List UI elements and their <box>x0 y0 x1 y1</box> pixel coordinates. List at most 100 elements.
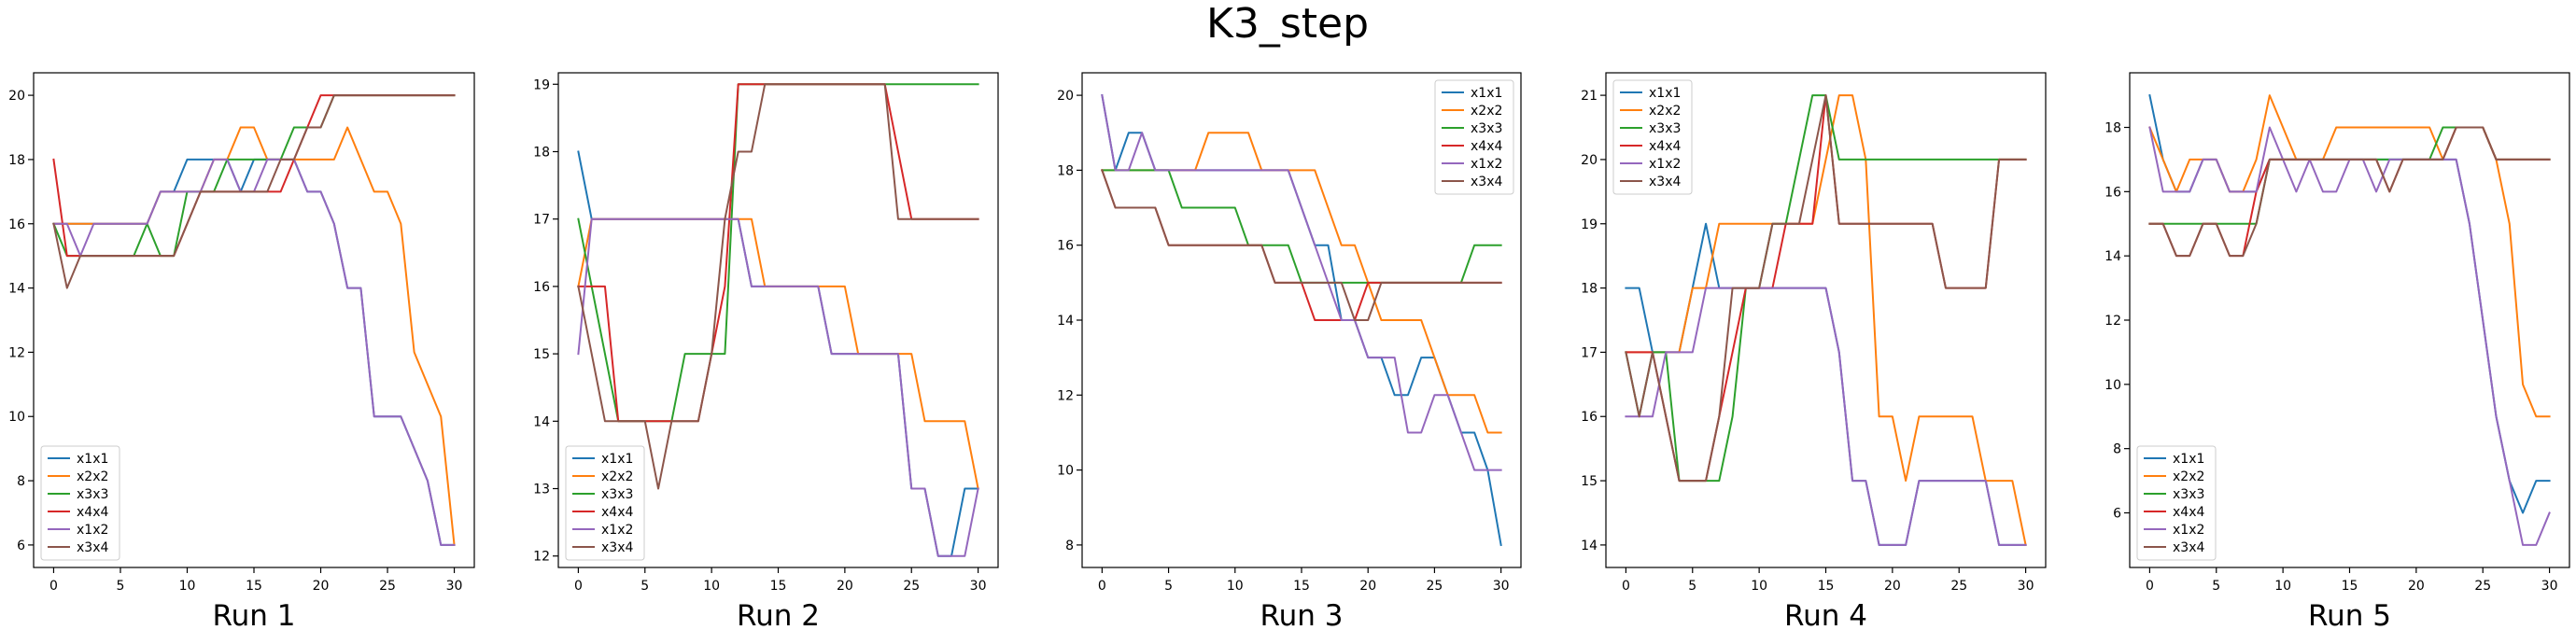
y-tick-label: 10 <box>1057 464 1074 479</box>
legend-label-x3x4: x3x4 <box>2173 540 2204 555</box>
y-tick-label: 18 <box>533 145 550 160</box>
legend-label-x1x2: x1x2 <box>1471 157 1502 172</box>
chart-run-3: 0 5 10 15 20 25 30 8 10 12 14 16 18 20 Run 3 x1x1 x2x2 x3… <box>1057 72 1522 630</box>
legend-frame <box>1434 79 1514 195</box>
series-line-x3x4 <box>1625 94 2027 483</box>
x-tick-label: 0 <box>2146 579 2154 594</box>
legend-label-x3x3: x3x3 <box>1649 121 1681 136</box>
x-tick-label: 0 <box>1098 579 1106 594</box>
series-line-x2x2 <box>1625 94 2027 547</box>
legend-label-x3x3: x3x3 <box>1471 121 1502 136</box>
series-line-x1x2 <box>577 217 979 557</box>
y-tick-label: 14 <box>8 282 25 297</box>
y-tick-label: 16 <box>1057 239 1074 254</box>
y-tick-label: 10 <box>2104 378 2121 393</box>
legend-label-x1x2: x1x2 <box>1649 157 1681 172</box>
legend-label-x2x2: x2x2 <box>601 469 633 484</box>
y-tick-label: 15 <box>1581 474 1598 489</box>
y-tick-label: 18 <box>1057 163 1074 178</box>
legend-label-x3x4: x3x4 <box>1649 175 1681 189</box>
y-tick-label: 6 <box>2113 506 2121 521</box>
legend-label-x2x2: x2x2 <box>77 469 108 484</box>
legend-label-x1x1: x1x1 <box>2173 452 2204 467</box>
x-tick-label: 15 <box>1293 579 1310 594</box>
legend-label-x4x4: x4x4 <box>2173 505 2204 520</box>
x-tick-label: 20 <box>1884 579 1901 594</box>
legend: x1x1 x2x2 x3x3 x4x4 x1x2 x3x4 <box>40 445 120 561</box>
y-tick-label: 19 <box>533 77 550 92</box>
legend: x1x1 x2x2 x3x3 x4x4 x1x2 x3x4 <box>565 445 645 561</box>
chart-run-5: 0 5 10 15 20 25 30 6 8 10 12 14 16 18 Run 5 x1x1 x2x2 x3x… <box>2104 72 2570 630</box>
series-line-x3x3 <box>577 83 979 423</box>
legend-label-x1x1: x1x1 <box>77 452 108 467</box>
series-line-x3x4 <box>1101 169 1502 321</box>
legend-label-x4x4: x4x4 <box>77 505 108 520</box>
x-tick-label: 25 <box>379 579 396 594</box>
y-tick-label: 14 <box>1581 539 1598 553</box>
y-tick-label: 12 <box>533 550 550 565</box>
x-tick-label: 25 <box>1427 579 1443 594</box>
y-tick-label: 14 <box>533 414 550 429</box>
x-tick-label: 5 <box>117 579 125 594</box>
x-tick-label: 25 <box>1950 579 1967 594</box>
series-line-x4x4 <box>2148 126 2551 258</box>
y-tick-label: 15 <box>533 347 550 362</box>
y-tick-label: 14 <box>1057 314 1074 329</box>
x-tick-label: 20 <box>1359 579 1376 594</box>
legend-label-x4x4: x4x4 <box>1649 139 1681 154</box>
legend-frame <box>1612 79 1693 195</box>
x-axis-label: Run 4 <box>1784 599 1867 630</box>
legend-label-x2x2: x2x2 <box>2173 469 2204 484</box>
x-axis-label: Run 5 <box>2308 599 2391 630</box>
legend-label-x4x4: x4x4 <box>1471 139 1502 154</box>
y-tick-label: 12 <box>1057 388 1074 403</box>
x-tick-label: 10 <box>1227 579 1244 594</box>
series-line-x3x3 <box>52 94 456 258</box>
y-tick-label: 17 <box>1581 345 1598 360</box>
x-tick-label: 30 <box>2018 579 2034 594</box>
legend-label-x4x4: x4x4 <box>601 505 633 520</box>
x-tick-label: 10 <box>703 579 720 594</box>
series-line-x1x1 <box>1625 222 2027 546</box>
x-tick-label: 15 <box>1818 579 1835 594</box>
x-tick-label: 0 <box>574 579 583 594</box>
y-tick-label: 16 <box>2104 185 2121 200</box>
x-tick-label: 10 <box>179 579 196 594</box>
y-tick-label: 18 <box>8 153 25 168</box>
series-line-x4x4 <box>52 94 456 258</box>
series-line-x1x2 <box>1101 93 1502 471</box>
legend-label-x1x1: x1x1 <box>1649 86 1681 101</box>
y-tick-label: 6 <box>17 539 25 553</box>
x-tick-label: 30 <box>1493 579 1510 594</box>
x-tick-label: 5 <box>640 579 649 594</box>
series-line-x1x2 <box>1625 287 2027 546</box>
legend: x1x1 x2x2 x3x3 x4x4 x1x2 x3x4 <box>1612 79 1693 195</box>
y-tick-label: 8 <box>17 474 25 489</box>
legend-label-x3x4: x3x4 <box>77 540 108 555</box>
y-tick-label: 21 <box>1581 89 1598 104</box>
x-tick-label: 20 <box>313 579 330 594</box>
legend-label-x3x3: x3x3 <box>601 487 633 502</box>
y-tick-label: 18 <box>2104 121 2121 136</box>
x-tick-label: 20 <box>837 579 853 594</box>
y-tick-label: 20 <box>1581 153 1598 168</box>
legend-frame <box>2136 445 2217 561</box>
legend-label-x1x2: x1x2 <box>77 523 108 538</box>
series-line-x4x4 <box>577 83 979 423</box>
series-line-x3x4 <box>2148 126 2551 258</box>
y-tick-label: 18 <box>1581 282 1598 297</box>
legend-frame <box>40 445 120 561</box>
legend: x1x1 x2x2 x3x3 x4x4 x1x2 x3x4 <box>2136 445 2217 561</box>
x-tick-label: 15 <box>2342 579 2358 594</box>
y-tick-label: 12 <box>2104 314 2121 329</box>
chart-run-4: 0 5 10 15 20 25 30 14 15 16 17 18 19 20 21 Run 4 x1x1 x2x… <box>1581 72 2047 630</box>
legend-label-x1x2: x1x2 <box>601 523 633 538</box>
figure-title: K3_step <box>1206 0 1369 48</box>
legend: x1x1 x2x2 x3x3 x4x4 x1x2 x3x4 <box>1434 79 1514 195</box>
x-tick-label: 5 <box>1688 579 1696 594</box>
y-tick-label: 10 <box>8 410 25 425</box>
y-tick-label: 14 <box>2104 249 2121 264</box>
series-line-x3x4 <box>52 94 456 289</box>
